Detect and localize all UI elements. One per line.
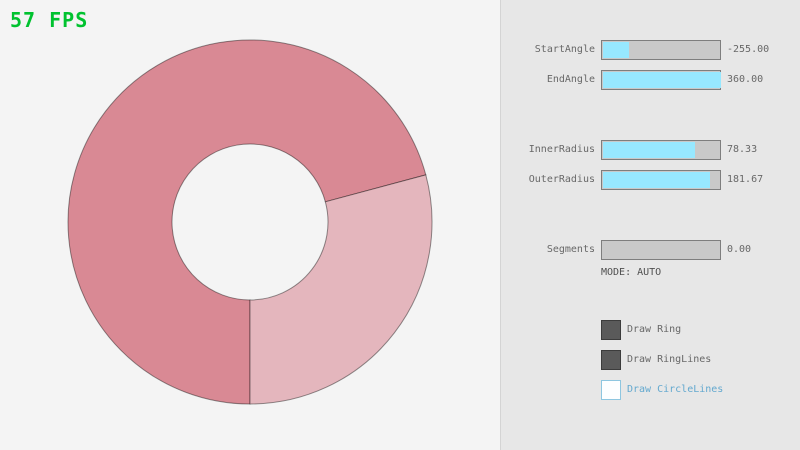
outer-radius-slider[interactable] <box>601 170 721 190</box>
end-angle-slider-fill <box>603 72 721 88</box>
start-angle-value: -255.00 <box>727 44 770 55</box>
control-panel: StartAngle -255.00 EndAngle 360.00 Inner… <box>500 0 800 450</box>
inner-radius-value: 78.33 <box>727 144 758 155</box>
draw-ringlines-checkbox-label: Draw RingLines <box>627 354 712 365</box>
outer-radius-label: OuterRadius <box>528 174 595 185</box>
inner-radius-slider-fill <box>603 142 696 158</box>
segments-mode-text: MODE: AUTO <box>601 267 662 278</box>
draw-ring-checkbox-label: Draw Ring <box>627 324 682 335</box>
outer-radius-value: 181.67 <box>727 174 764 185</box>
slider-row-outer-radius: OuterRadius 181.67 <box>501 170 800 190</box>
start-angle-slider[interactable] <box>601 40 721 60</box>
segments-slider[interactable] <box>601 240 721 260</box>
end-angle-slider[interactable] <box>601 70 721 90</box>
draw-ring-checkbox[interactable] <box>601 320 621 340</box>
start-angle-slider-fill <box>603 42 629 58</box>
segments-label: Segments <box>546 244 595 255</box>
outer-radius-slider-fill <box>603 172 711 188</box>
fps-counter: 57 FPS <box>10 8 89 32</box>
slider-row-end-angle: EndAngle 360.00 <box>501 70 800 90</box>
slider-row-segments: Segments 0.00 <box>501 240 800 260</box>
end-angle-value: 360.00 <box>727 74 764 85</box>
draw-ringlines-checkbox[interactable] <box>601 350 621 370</box>
ring-segment-overlap <box>67 39 427 405</box>
end-angle-label: EndAngle <box>546 74 595 85</box>
ring-segment-single <box>249 174 433 405</box>
inner-radius-slider[interactable] <box>601 140 721 160</box>
draw-circlelines-checkbox-row: Draw CircleLines <box>501 380 800 400</box>
draw-circlelines-checkbox[interactable] <box>601 380 621 400</box>
slider-row-inner-radius: InnerRadius 78.33 <box>501 140 800 160</box>
draw-ringlines-checkbox-row: Draw RingLines <box>501 350 800 370</box>
inner-radius-label: InnerRadius <box>528 144 595 155</box>
draw-circlelines-checkbox-label: Draw CircleLines <box>627 384 724 395</box>
start-angle-label: StartAngle <box>534 44 595 55</box>
segments-value: 0.00 <box>727 244 752 255</box>
slider-row-start-angle: StartAngle -255.00 <box>501 40 800 60</box>
ring-canvas <box>67 39 433 405</box>
draw-ring-checkbox-row: Draw Ring <box>501 320 800 340</box>
